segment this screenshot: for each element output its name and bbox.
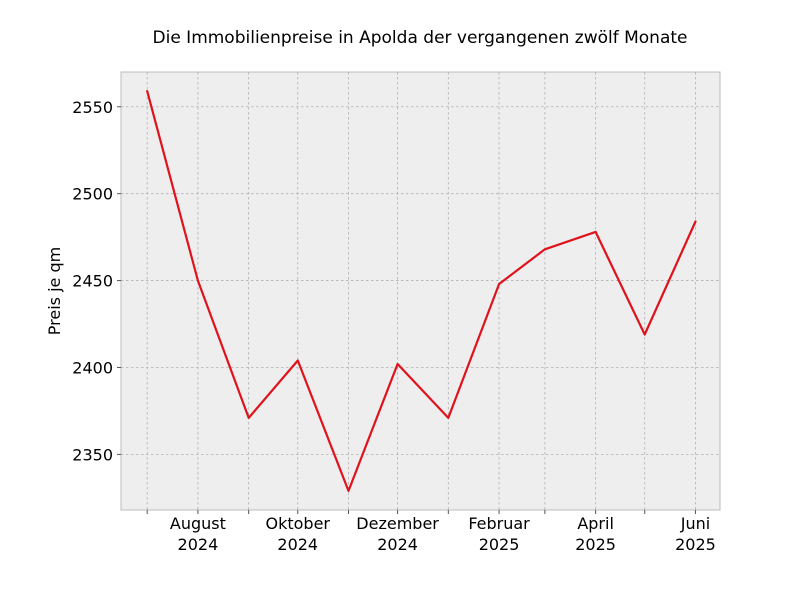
x-tick-label-year: 2024 bbox=[178, 535, 219, 554]
x-tick-label: April 2025 bbox=[575, 514, 616, 554]
x-tick-label: Februar 2025 bbox=[468, 514, 530, 554]
x-tick-label-month: Oktober bbox=[266, 514, 331, 533]
x-axis-tick-labels: August 2024 Oktober 2024 Dezember 2024 Februar… bbox=[170, 514, 716, 554]
x-tick-label-year: 2024 bbox=[377, 535, 418, 554]
x-tick-label-year: 2025 bbox=[675, 535, 716, 554]
series-line bbox=[146, 89, 697, 492]
x-tick-label-month: April bbox=[577, 514, 614, 533]
axis-ticks bbox=[117, 106, 696, 514]
x-gridlines bbox=[146, 72, 696, 510]
y-tick-label: 2550 bbox=[72, 98, 113, 117]
y-tick-label: 2500 bbox=[72, 185, 113, 204]
x-tick-label-month: Juni bbox=[680, 514, 710, 533]
x-tick-label-year: 2025 bbox=[479, 535, 520, 554]
y-axis-tick-labels: 2350 2400 2450 2500 2550 bbox=[72, 98, 113, 465]
x-tick-label-year: 2024 bbox=[277, 535, 318, 554]
y-tick-label: 2450 bbox=[72, 272, 113, 291]
series-layer bbox=[146, 89, 697, 492]
x-tick-label: Juni 2025 bbox=[675, 514, 716, 554]
x-tick-label: Oktober 2024 bbox=[266, 514, 331, 554]
x-tick-label: Dezember 2024 bbox=[356, 514, 439, 554]
x-tick-label-month: Dezember bbox=[356, 514, 439, 533]
x-tick-label-month: August bbox=[170, 514, 226, 533]
y-axis-label: Preis je qm bbox=[45, 247, 64, 335]
x-tick-label-year: 2025 bbox=[575, 535, 616, 554]
y-tick-label: 2400 bbox=[72, 358, 113, 377]
y-tick-label: 2350 bbox=[72, 445, 113, 464]
chart-title: Die Immobilienpreise in Apolda der verga… bbox=[153, 28, 688, 48]
x-tick-label-month: Februar bbox=[468, 514, 530, 533]
plot-area bbox=[120, 71, 721, 511]
x-tick-label: August 2024 bbox=[170, 514, 226, 554]
